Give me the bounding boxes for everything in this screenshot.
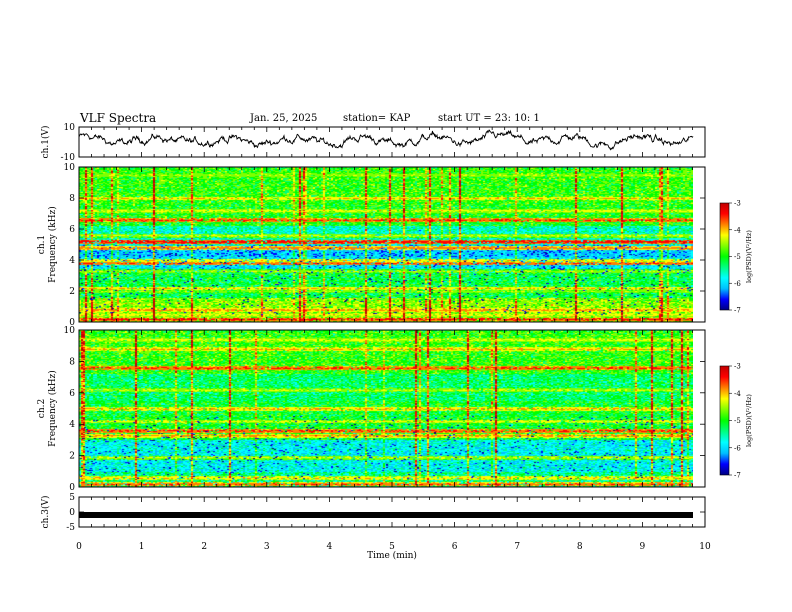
ch2-spec-cb-tick-label: -6 <box>734 444 741 452</box>
ch1-spec-cb-tick-label: -7 <box>734 307 741 315</box>
ch1-spec-ytick-label: 2 <box>69 287 75 297</box>
ch2-spec-colorbar <box>719 365 730 476</box>
ch1-ytick-label: -10 <box>61 153 76 163</box>
ch1-spec-ylabel-channel: ch.1 <box>37 235 47 254</box>
ch2-spec-cb-tick-label: -5 <box>734 417 741 425</box>
x-tick-label: 2 <box>201 542 207 552</box>
ch1-spec-cb-tick-label: -6 <box>734 280 741 288</box>
x-tick-label: 8 <box>577 542 583 552</box>
ch2-spec-ytick-label: 6 <box>69 389 75 399</box>
ch2-spec-cb-tick-label: -7 <box>734 472 741 480</box>
x-tick-label: 0 <box>76 542 82 552</box>
x-tick-label: 3 <box>264 542 270 552</box>
ch1-ylabel: ch.1(V) <box>40 126 51 159</box>
ch2-spec-image <box>79 330 693 487</box>
ch1-spec-ytick-label: 10 <box>64 163 76 173</box>
x-tick-label: 6 <box>452 542 458 552</box>
figure-title: VLF Spectra <box>80 111 157 125</box>
x-tick-label: 10 <box>699 542 711 552</box>
ch1-spec-ytick-label: 6 <box>69 225 75 235</box>
x-axis-label: Time (min) <box>367 550 417 561</box>
ch2-spec-ytick-label: 10 <box>64 326 76 336</box>
x-tick-label: 5 <box>389 542 395 552</box>
ch1-spec-cb-tick-label: -4 <box>734 226 741 234</box>
ch2-spec-ytick-label: 0 <box>69 483 75 493</box>
ch1-spec-ytick-label: 4 <box>69 256 75 266</box>
ch2-spec-ylabel-freq: Frequency (kHz) <box>47 370 58 447</box>
x-tick-label: 9 <box>640 542 646 552</box>
ch3-ytick-label: 0 <box>69 508 75 518</box>
ch2-spec-cb-tick-label: -4 <box>734 390 741 398</box>
ch2-spec-cb-label: log(PSD)(V²/Hz) <box>745 394 753 447</box>
x-tick-label: 1 <box>139 542 145 552</box>
x-tick-label: 4 <box>327 542 333 552</box>
ch2-spec-ylabel-channel: ch.2 <box>37 399 47 418</box>
ch2-spec-cb-tick-label: -3 <box>734 363 741 371</box>
ch3-ylabel: ch.3(V) <box>40 496 51 529</box>
ch2-spec-ytick-label: 8 <box>69 357 75 367</box>
ch1-spec-cb-tick-label: -3 <box>734 200 741 208</box>
ch3-trace <box>79 512 693 518</box>
ch1-spec-ytick-label: 0 <box>69 318 75 328</box>
ch2-spec-ytick-label: 4 <box>69 420 75 430</box>
ch1-ytick-label: 10 <box>64 123 76 133</box>
ch3-ytick-label: -5 <box>66 523 75 533</box>
station-label: station= KAP <box>343 113 411 124</box>
ch1-spec-ylabel-freq: Frequency (kHz) <box>47 206 58 283</box>
ch1-spec-cb-label: log(PSD)(V²/Hz) <box>745 230 753 283</box>
ch1-spec-image <box>79 167 693 322</box>
ch2-spec-ytick-label: 2 <box>69 452 75 462</box>
ch1-trace <box>78 129 694 151</box>
ch1-spec-cb-tick-label: -5 <box>734 253 741 261</box>
x-tick-label: 7 <box>514 542 520 552</box>
ch1-spec-ytick-label: 8 <box>69 194 75 204</box>
start-time-label: start UT = 23: 10: 1 <box>438 113 540 124</box>
ch1-spec-colorbar <box>719 202 730 311</box>
ch3-ytick-label: 5 <box>69 493 75 503</box>
date-label: Jan. 25, 2025 <box>250 113 318 124</box>
